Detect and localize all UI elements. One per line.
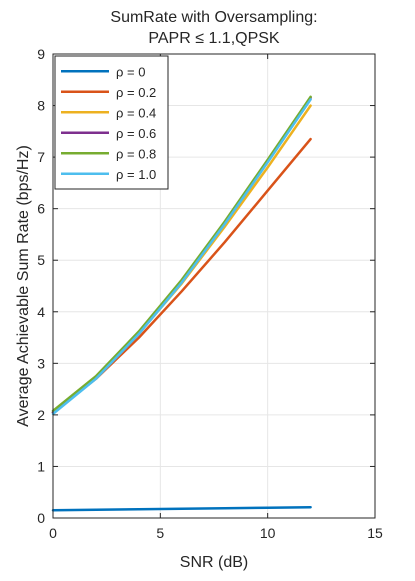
- plot-frame: [52, 53, 376, 519]
- series-line-0: [51, 505, 312, 512]
- y-tick-label-2: 2: [37, 407, 45, 423]
- legend-label-0: ρ = 0: [116, 64, 145, 79]
- x-tick-label-2: 10: [260, 525, 276, 541]
- y-tick-label-6: 6: [37, 201, 45, 217]
- legend: ρ = 0 ρ = 0.2 ρ = 0.4 ρ = 0.6 ρ = 0.8 ρ = 1.0: [54, 55, 169, 190]
- y-tick-label-9: 9: [37, 46, 45, 62]
- legend-label-4: ρ = 0.8: [116, 146, 156, 161]
- x-tick-label-3: 15: [367, 525, 383, 541]
- legend-label-2: ρ = 0.4: [116, 105, 156, 120]
- y-axis-label: Average Achievable Sum Rate (bps/Hz): [15, 145, 32, 427]
- ticks: 0 5 10 15 0 1 2 3 4 5 6 7 8 9: [37, 46, 383, 541]
- y-tick-label-3: 3: [37, 355, 45, 371]
- chart-title-line-1: SumRate with Oversampling:: [110, 9, 317, 26]
- y-tick-label-7: 7: [37, 149, 45, 165]
- y-tick-label-0: 0: [37, 510, 45, 526]
- series-line-5: [51, 98, 312, 416]
- x-axis-label: SNR (dB): [180, 554, 248, 571]
- series-layer: [51, 95, 312, 512]
- y-tick-label-1: 1: [37, 458, 45, 474]
- y-tick-label-5: 5: [37, 252, 45, 268]
- x-tick-label-0: 0: [49, 525, 57, 541]
- y-tick-label-4: 4: [37, 304, 45, 320]
- x-tick-label-1: 5: [156, 525, 164, 541]
- legend-label-3: ρ = 0.6: [116, 126, 156, 141]
- legend-box: [54, 55, 169, 190]
- legend-label-1: ρ = 0.2: [116, 85, 156, 100]
- legend-label-5: ρ = 1.0: [116, 167, 156, 182]
- y-tick-label-8: 8: [37, 98, 45, 114]
- series-line-4: [51, 95, 312, 413]
- chart-title-line-2: PAPR ≤ 1.1,QPSK: [148, 30, 280, 47]
